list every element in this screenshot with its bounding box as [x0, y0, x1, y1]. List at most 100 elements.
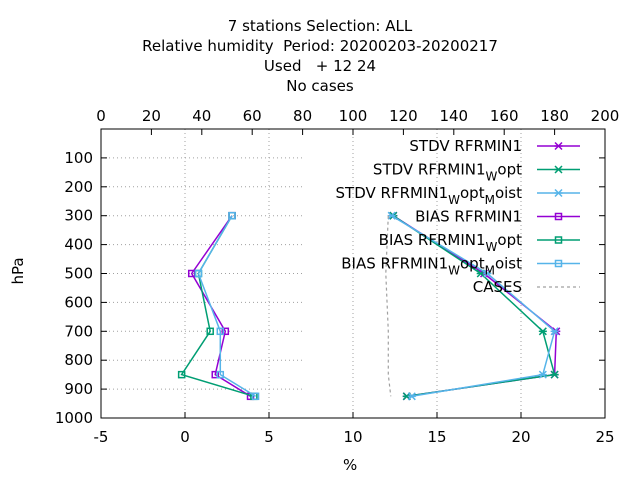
- y-tick-label: 600: [64, 293, 93, 311]
- x2-tick-label: 120: [389, 107, 418, 125]
- legend-label-part: STDV RFRMIN1: [336, 184, 449, 202]
- x2-tick-label: 160: [490, 107, 519, 125]
- legend-label-part: M: [485, 264, 495, 278]
- legend-label-part: opt: [497, 231, 522, 249]
- title-line-1: 7 stations Selection: ALL: [227, 17, 413, 35]
- title-line-3: Used + 12 24: [263, 57, 377, 75]
- x2-tick-label: 100: [339, 107, 368, 125]
- y-tick-label: 1000: [55, 409, 93, 427]
- series-line: [385, 215, 392, 397]
- x2-tick-label: 140: [439, 107, 468, 125]
- y-tick-label: 200: [64, 178, 93, 196]
- x2-tick-label: 200: [591, 107, 620, 125]
- series-cases: [385, 215, 392, 397]
- series-line: [197, 215, 256, 397]
- x-tick-label: -5: [94, 428, 109, 446]
- data-point: [407, 392, 416, 401]
- legend-label: STDV RFRMIN1Wopt: [373, 161, 522, 184]
- x2-tick-label: 80: [293, 107, 312, 125]
- legend-label-part: BIAS RFRMIN1: [341, 255, 448, 273]
- y-tick-label: 700: [64, 322, 93, 340]
- legend-entry-cases: CASES: [473, 278, 580, 296]
- legend-label-part: W: [448, 193, 460, 207]
- x2-tick-label: 60: [243, 107, 262, 125]
- series-line: [190, 215, 251, 397]
- legend-label-part: M: [485, 193, 495, 207]
- legend-label-part: W: [486, 170, 498, 184]
- data-point: [550, 327, 559, 336]
- legend-label: BIAS RFRMIN1Wopt: [379, 231, 522, 254]
- legend-marker: [554, 259, 563, 268]
- series-stdv_moist: [387, 211, 559, 401]
- y-tick-label: 300: [64, 207, 93, 225]
- legend-label-part: W: [486, 240, 498, 254]
- legend-entry-bias_wopt: BIAS RFRMIN1Wopt: [379, 231, 580, 254]
- legend-marker: [554, 212, 563, 221]
- x-tick-label: 20: [511, 428, 530, 446]
- x-tick-label: 0: [180, 428, 190, 446]
- x-tick-label: 25: [595, 428, 614, 446]
- legend-entry-stdv_rfrmin1: STDV RFRMIN1: [409, 137, 580, 155]
- series-layer: [177, 211, 561, 401]
- series-line: [180, 215, 255, 398]
- legend-entry-bias_moist: BIAS RFRMIN1WoptMoist: [341, 255, 580, 278]
- x-tick-label: 10: [343, 428, 362, 446]
- y-tick-label: 900: [64, 380, 93, 398]
- legend-label-part: W: [448, 264, 460, 278]
- y-tick-label: 400: [64, 236, 93, 254]
- legend-label-part: opt: [460, 184, 485, 202]
- data-point: [538, 327, 547, 336]
- legend-marker: [554, 165, 563, 174]
- series-bias_moist: [194, 211, 260, 401]
- legend-marker: [554, 236, 563, 244]
- legend-entry-bias_rfrmin1: BIAS RFRMIN1: [415, 208, 580, 226]
- legend-label-part: BIAS RFRMIN1: [379, 231, 486, 249]
- legend-entry-stdv_wopt: STDV RFRMIN1Wopt: [373, 161, 580, 184]
- data-point: [194, 269, 203, 278]
- legend-label-part: oist: [495, 184, 522, 202]
- x2-tick-label: 0: [96, 107, 106, 125]
- y-axis-label: hPa: [9, 257, 27, 285]
- legend-label: BIAS RFRMIN1: [415, 208, 522, 226]
- title-line-4: No cases: [286, 77, 354, 95]
- x-tick-label: 5: [264, 428, 274, 446]
- legend-marker: [554, 188, 563, 198]
- data-point: [550, 370, 559, 379]
- legend-entry-stdv_moist: STDV RFRMIN1WoptMoist: [336, 184, 580, 207]
- data-point: [206, 327, 214, 336]
- data-point: [538, 370, 547, 379]
- legend-label: BIAS RFRMIN1WoptMoist: [341, 255, 522, 278]
- legend-label-part: STDV RFRMIN1: [409, 137, 522, 155]
- legend-label-part: BIAS RFRMIN1: [415, 208, 522, 226]
- data-point: [216, 370, 225, 379]
- title-line-2: Relative humidity Period: 20200203-20200…: [142, 37, 498, 55]
- data-point: [221, 327, 230, 336]
- x-axis-label: %: [343, 456, 358, 474]
- legend-label: CASES: [473, 278, 522, 296]
- x2-tick-label: 40: [192, 107, 211, 125]
- data-point: [387, 211, 396, 220]
- data-point: [228, 211, 236, 220]
- x2-tick-label: 20: [142, 107, 161, 125]
- y-tick-label: 800: [64, 351, 93, 369]
- x-tick-label: 15: [427, 428, 446, 446]
- data-point: [177, 370, 186, 379]
- legend-label-part: oist: [495, 255, 522, 273]
- legend-label-part: CASES: [473, 278, 522, 296]
- x2-tick-label: 180: [540, 107, 569, 125]
- data-point: [483, 269, 492, 278]
- legend-label: STDV RFRMIN1WoptMoist: [336, 184, 523, 207]
- y-tick-label: 500: [64, 265, 93, 283]
- data-point: [251, 392, 260, 401]
- data-point: [211, 370, 219, 379]
- legend-marker: [554, 141, 563, 151]
- legend-label: STDV RFRMIN1: [409, 137, 522, 155]
- data-point: [216, 327, 225, 336]
- legend-label-part: STDV RFRMIN1: [373, 161, 486, 179]
- legend-label-part: opt: [497, 161, 522, 179]
- legend-label-part: opt: [460, 255, 485, 273]
- y-tick-label: 100: [64, 149, 93, 167]
